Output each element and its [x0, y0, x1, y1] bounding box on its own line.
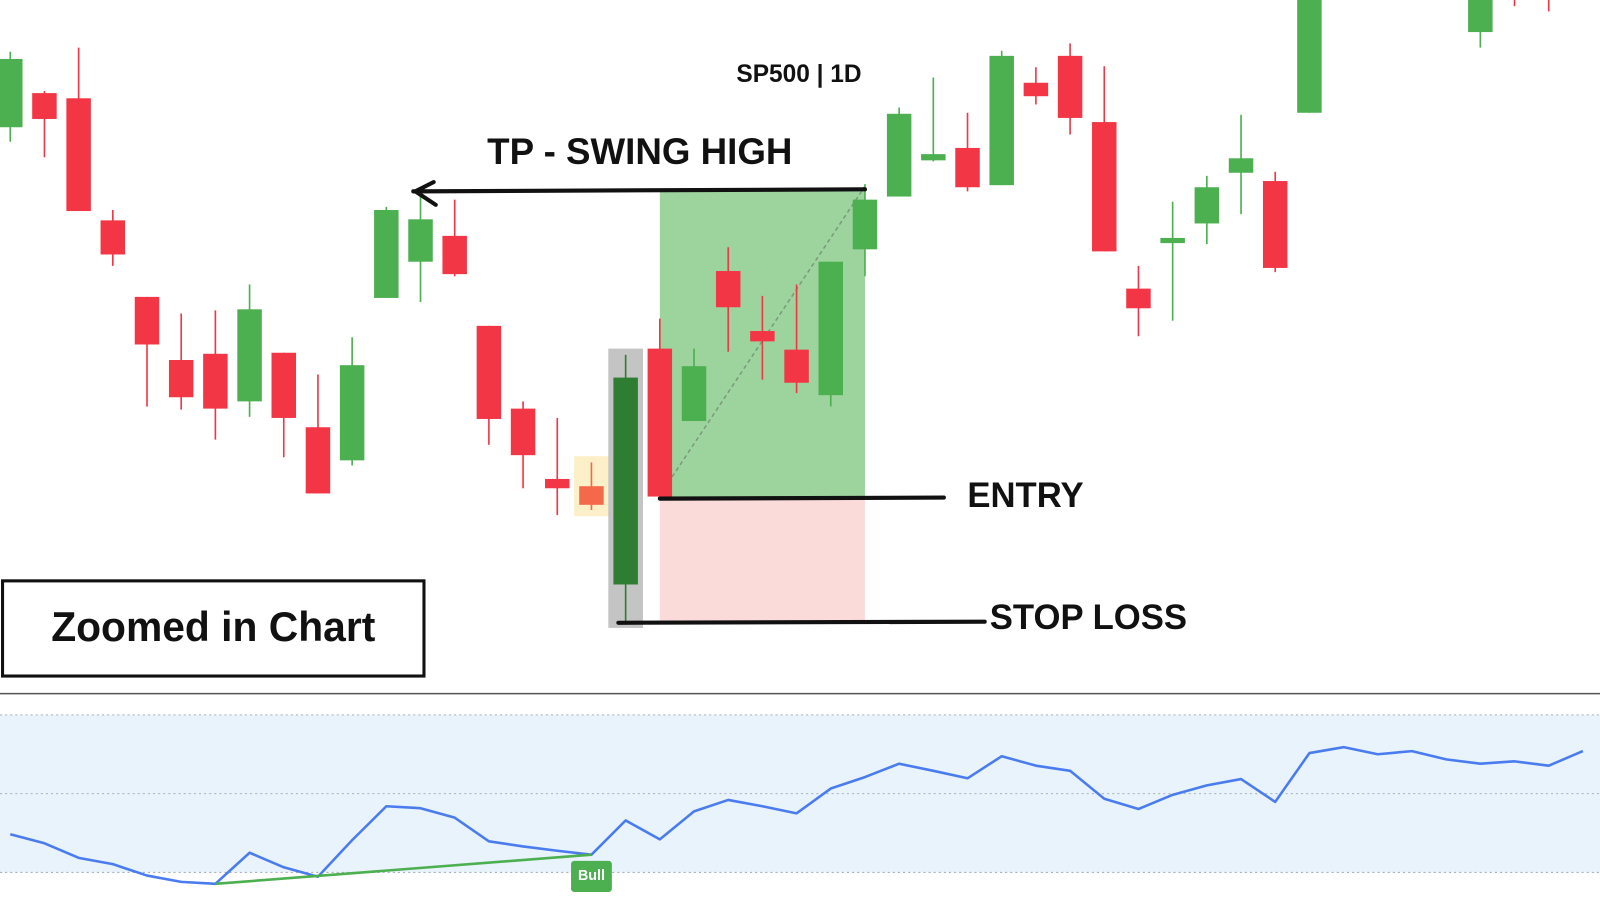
candle-body	[1228, 158, 1254, 173]
caption: Zoomed in Chart	[51, 604, 375, 650]
candle-body	[886, 113, 912, 197]
candle-body	[305, 427, 331, 494]
candle-body	[1262, 181, 1288, 268]
candle-body	[374, 210, 399, 298]
candle-body	[1160, 237, 1185, 244]
chart-title: SP500 | 1D	[736, 61, 861, 88]
candle-body	[921, 154, 946, 161]
stop-loss-line	[616, 619, 987, 625]
candle-body	[203, 353, 228, 409]
candle-body	[715, 271, 741, 308]
annotations: TP - SWING HIGH ENTRY STOP LOSS	[411, 131, 1187, 637]
candle-body	[442, 235, 467, 275]
caption-box	[1, 579, 426, 678]
candle-body	[1194, 187, 1220, 224]
candle-body	[681, 366, 707, 422]
candle-body	[750, 331, 775, 342]
divergence-badge	[571, 860, 612, 892]
candle-body	[134, 296, 160, 345]
candle-body	[989, 55, 1014, 186]
candle-body	[647, 348, 673, 497]
candle-body	[1468, 0, 1493, 33]
take-profit-arrow	[411, 180, 867, 207]
divergence-line	[215, 853, 592, 886]
take-profit-label: TP - SWING HIGH	[487, 131, 792, 172]
candle-body	[955, 147, 980, 188]
candle-body	[339, 365, 365, 461]
candle-body	[1023, 82, 1049, 97]
candle-body	[1092, 122, 1117, 252]
entry-line	[657, 495, 946, 501]
candle-body	[784, 349, 809, 383]
candle-body	[0, 58, 23, 128]
candle-body	[852, 199, 878, 250]
entry-label: ENTRY	[967, 476, 1083, 515]
rsi-line	[9, 745, 1584, 886]
price-panel	[0, 0, 1550, 628]
indicator-panel: Bull	[0, 714, 1600, 892]
candle-body	[32, 93, 57, 119]
divergence-label: Bull	[578, 868, 605, 884]
candle-body	[100, 220, 126, 255]
candle-body	[476, 325, 502, 419]
candle-body	[1126, 288, 1151, 309]
candle-body	[1297, 0, 1322, 113]
loss-zone	[659, 497, 865, 622]
candle-body	[168, 360, 194, 398]
candle-body	[545, 478, 570, 489]
candle-body	[579, 486, 604, 505]
candle-body	[818, 261, 844, 396]
candle-body	[1057, 55, 1083, 118]
candle-body	[271, 352, 297, 418]
candle-body	[66, 98, 91, 212]
candle-body	[613, 377, 638, 585]
candle-body	[237, 309, 262, 402]
candle-body	[408, 219, 433, 262]
stop-loss-label: STOP LOSS	[990, 598, 1187, 637]
candle-body	[510, 408, 536, 456]
